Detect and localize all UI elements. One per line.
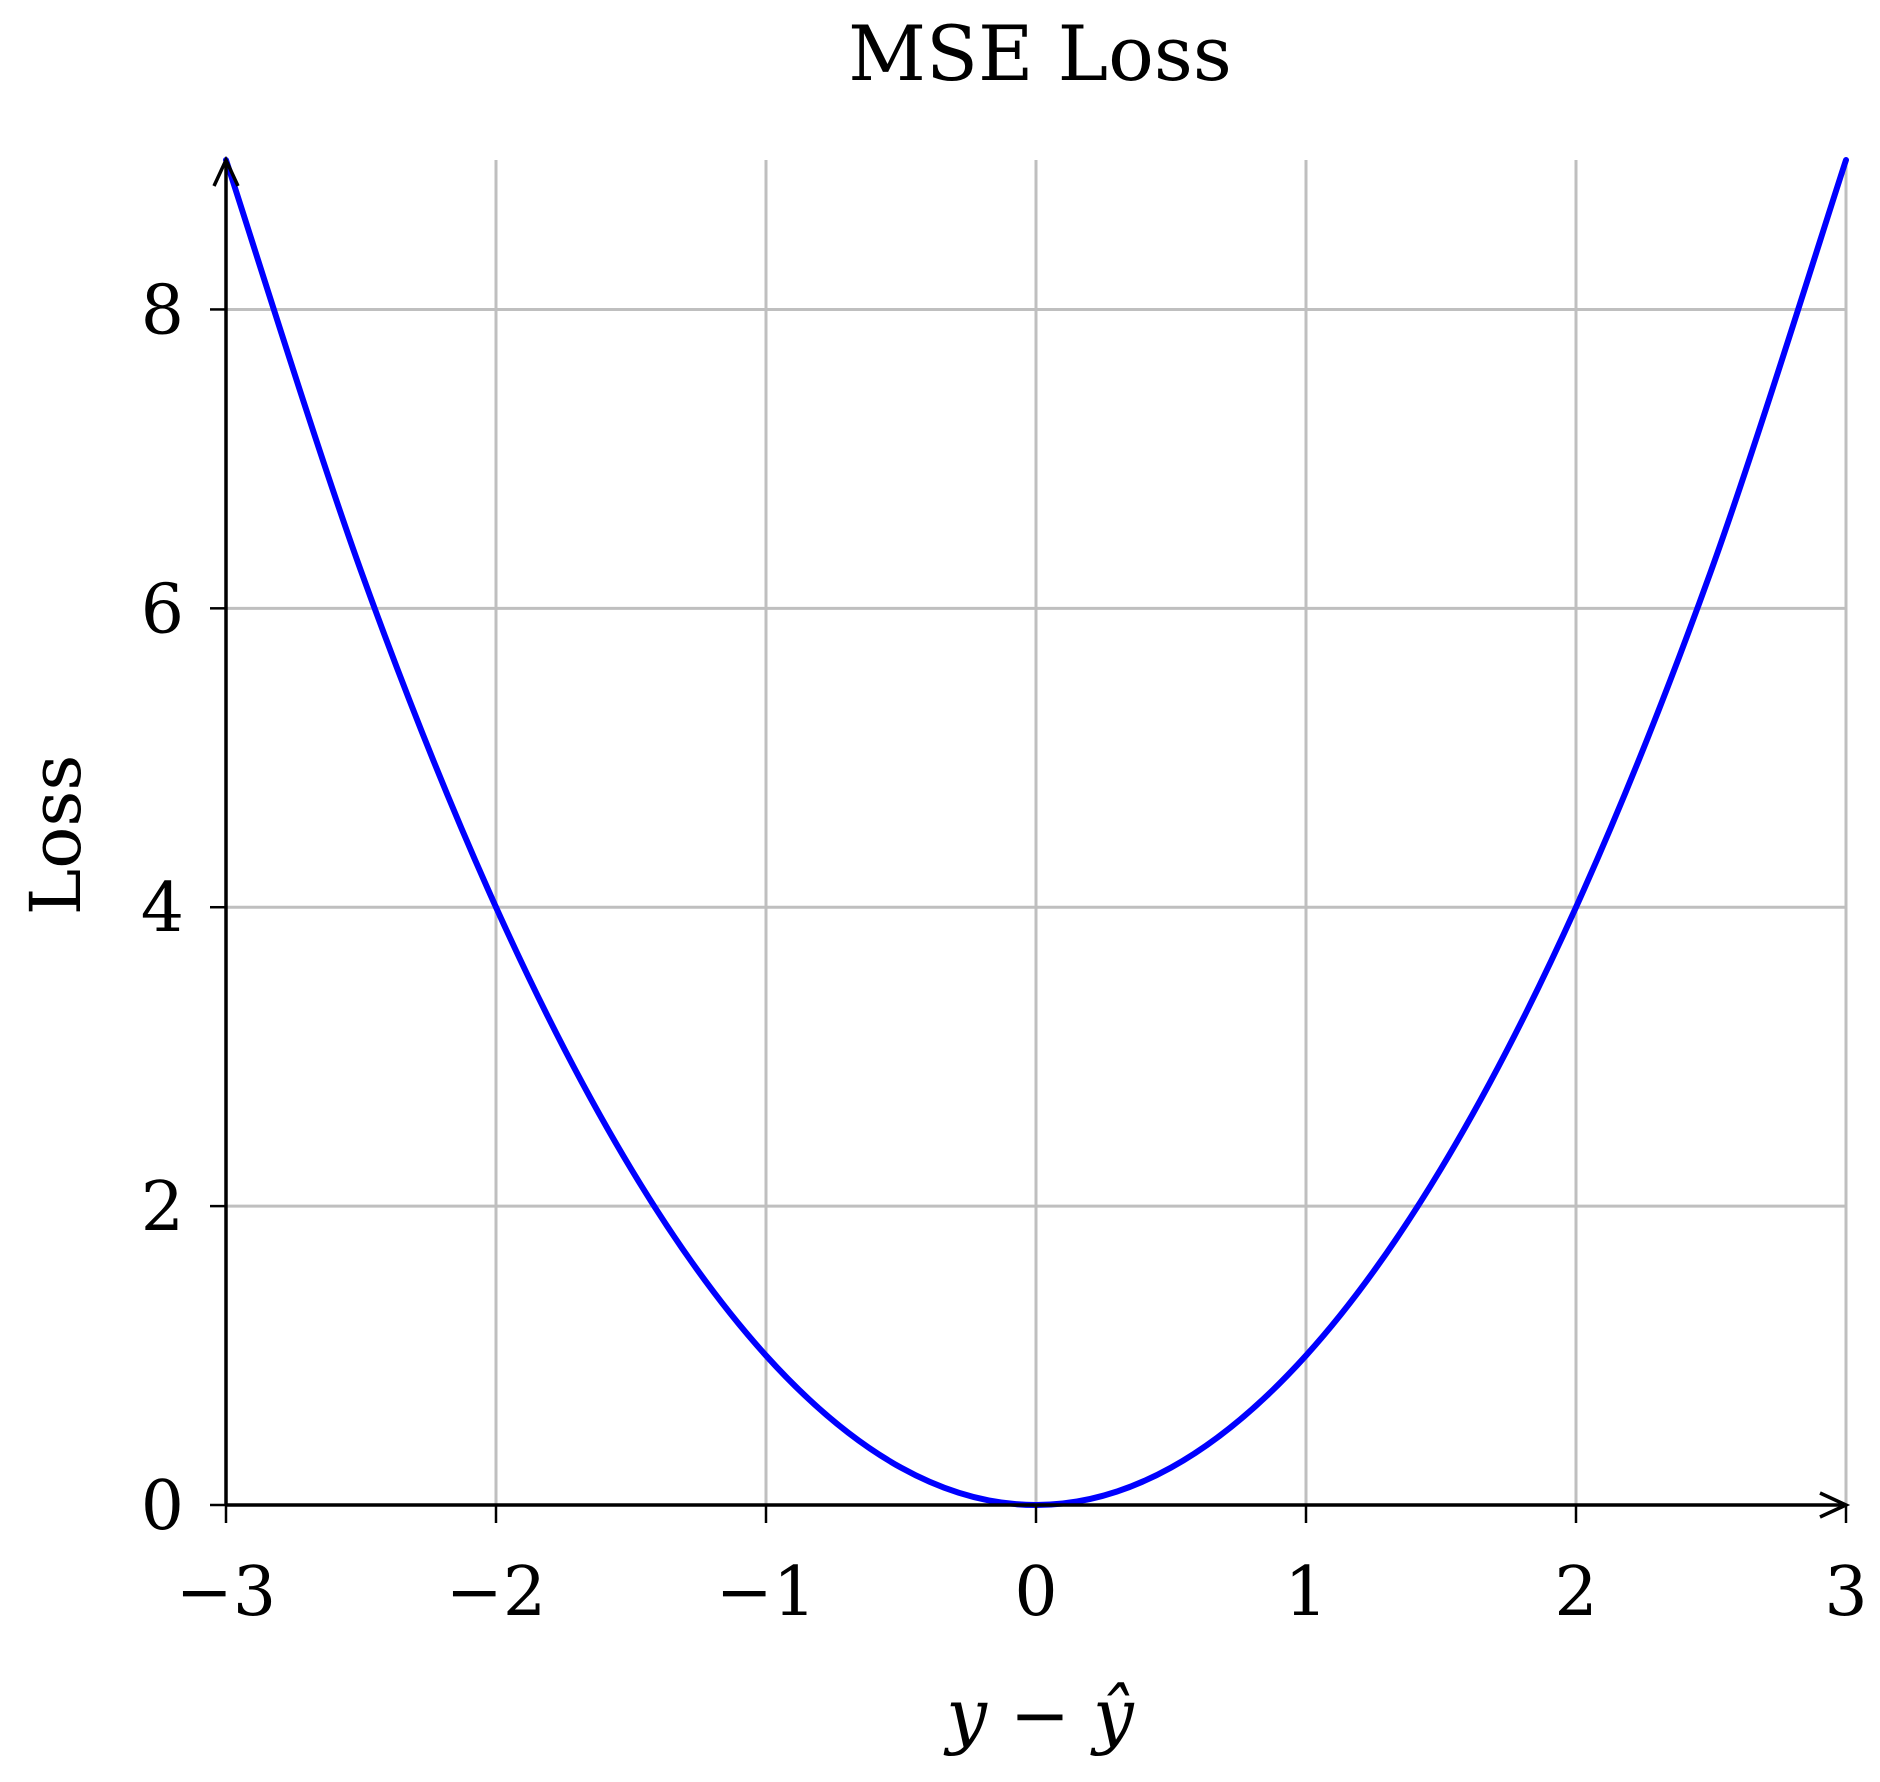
y-tick-label: 2 (141, 1168, 184, 1247)
x-tick-label: −1 (716, 1553, 816, 1632)
x-tick-label: 1 (1284, 1553, 1327, 1632)
y-axis-arrow (212, 155, 240, 187)
y-tick-label: 6 (141, 570, 184, 649)
y-tick-label: 4 (141, 869, 184, 948)
y-axis-label: Loss (15, 755, 97, 915)
y-axis-ticks: 0 2 4 6 8 (141, 271, 226, 1546)
x-tick-label: 0 (1014, 1553, 1057, 1632)
grid (226, 160, 1848, 1505)
x-tick-label: 3 (1824, 1553, 1867, 1632)
x-tick-label: −2 (446, 1553, 546, 1632)
y-tick-label: 0 (141, 1467, 184, 1546)
chart-title: MSE Loss (848, 9, 1232, 98)
x-axis-label: y − ŷ (943, 1673, 1135, 1757)
x-tick-label: −3 (176, 1553, 276, 1632)
x-tick-label: 2 (1554, 1553, 1597, 1632)
y-tick-label: 8 (141, 271, 184, 350)
x-axis-ticks: −3 −2 −1 0 1 2 3 (176, 1505, 1868, 1632)
axes (212, 155, 1851, 1519)
